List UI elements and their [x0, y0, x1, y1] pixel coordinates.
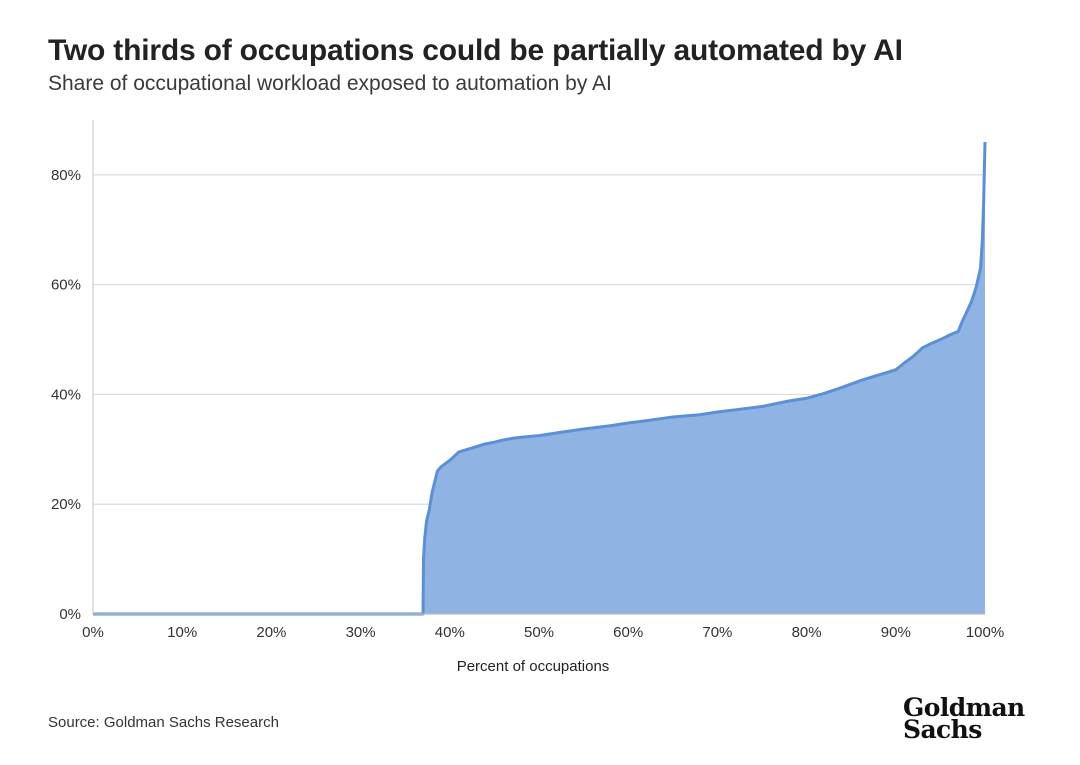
x-tick-label: 60%: [613, 624, 643, 641]
x-axis-title: Percent of occupations: [457, 658, 610, 675]
y-tick-label: 60%: [51, 277, 81, 294]
goldman-sachs-logo: Goldman Sachs: [903, 693, 1025, 744]
x-axis-ticks: 0% 10% 20% 30% 40% 50% 60% 70% 80% 90% 100%: [82, 624, 1004, 641]
x-tick-label: 30%: [346, 624, 376, 641]
plot-area: [93, 141, 987, 616]
logo-line-2: Sachs: [903, 715, 982, 744]
y-axis-ticks: 0% 20% 40% 60% 80%: [51, 167, 81, 623]
chart-title: Two thirds of occupations could be parti…: [48, 34, 903, 67]
source-note: Source: Goldman Sachs Research: [48, 714, 279, 731]
x-tick-label: 50%: [524, 624, 554, 641]
logo-line-1: Goldman: [903, 693, 1025, 722]
exposure-area: [93, 141, 985, 614]
x-tick-label: 70%: [702, 624, 732, 641]
x-tick-label: 10%: [167, 624, 197, 641]
exposure-line: [93, 141, 987, 616]
axes: [92, 120, 985, 615]
area-chart: 0% 20% 40% 60% 80% 0% 10% 20% 30% 40% 50% 60% 70% 80…: [51, 120, 1004, 675]
x-tick-label: 90%: [881, 624, 911, 641]
x-tick-label: 80%: [792, 624, 822, 641]
x-tick-label: 100%: [966, 624, 1004, 641]
y-tick-label: 40%: [51, 386, 81, 403]
y-tick-label: 80%: [51, 167, 81, 184]
y-tick-label: 20%: [51, 496, 81, 513]
x-tick-label: 40%: [435, 624, 465, 641]
x-tick-label: 0%: [82, 624, 104, 641]
x-tick-label: 20%: [256, 624, 286, 641]
y-tick-label: 0%: [59, 606, 81, 623]
chart-subtitle: Share of occupational workload exposed t…: [48, 72, 612, 95]
